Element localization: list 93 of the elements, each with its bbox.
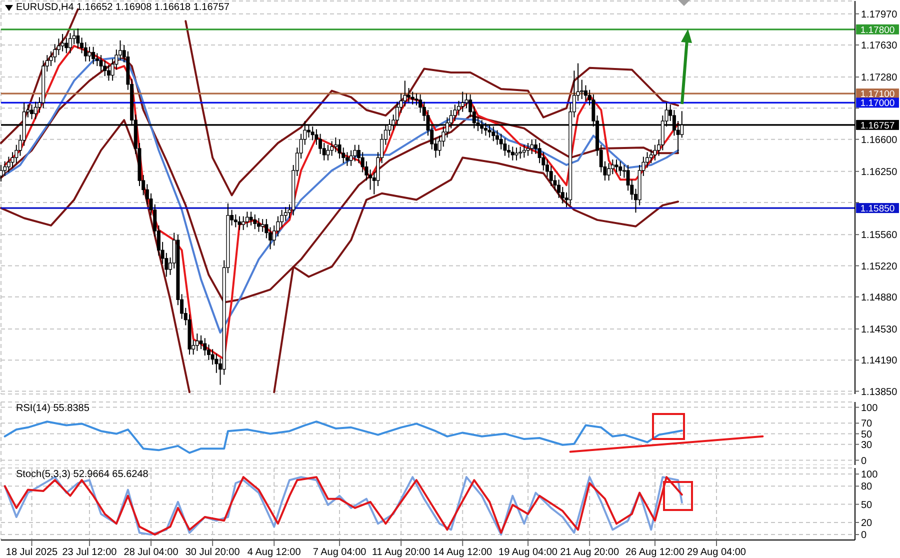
candlestick xyxy=(530,138,534,154)
candlestick xyxy=(460,91,464,112)
x-tick-label: 18 Jul 2025 xyxy=(6,547,58,558)
y-tick-label: 80 xyxy=(861,482,873,493)
x-tick-label: 29 Aug 04:00 xyxy=(687,547,746,558)
candlestick xyxy=(99,54,103,72)
ref-line-label: 1.17100 xyxy=(860,89,895,100)
x-tick-label: 11 Aug 20:00 xyxy=(372,547,431,558)
candlestick xyxy=(30,104,34,120)
candlestick xyxy=(264,218,268,239)
candlestick xyxy=(245,211,249,228)
x-tick-label: 30 Jul 20:00 xyxy=(185,547,240,558)
candlestick xyxy=(514,147,518,161)
chart-title: Stoch(5,3,3) 52.9664 65.6248 xyxy=(16,469,148,480)
candlestick xyxy=(526,142,530,156)
candlestick xyxy=(6,156,10,173)
candlestick xyxy=(607,162,611,182)
candlestick xyxy=(464,93,468,109)
candlestick xyxy=(60,33,64,52)
y-tick-label: 50 xyxy=(861,500,873,511)
candlestick xyxy=(88,46,92,62)
chart-title: RSI(14) 55.8385 xyxy=(16,403,90,414)
candlestick xyxy=(353,144,357,162)
candlestick xyxy=(249,211,253,226)
candlestick xyxy=(410,91,414,106)
candlestick xyxy=(518,146,522,160)
y-tick-label: 0 xyxy=(861,530,867,542)
candlestick xyxy=(649,148,653,164)
x-tick-label: 7 Aug 04:00 xyxy=(312,547,367,558)
ref-line-label: 1.15850 xyxy=(860,204,895,215)
candlestick xyxy=(503,138,507,156)
x-tick-label: 4 Aug 12:00 xyxy=(247,547,302,558)
y-tick-label: 100 xyxy=(861,402,878,414)
chart-title: EURUSD,H4 1.16652 1.16908 1.16618 1.16757 xyxy=(16,2,230,13)
y-tick-label: 1.14190 xyxy=(861,356,898,367)
y-tick-label: 1.14880 xyxy=(861,292,898,304)
y-tick-label: 100 xyxy=(861,470,878,481)
candlestick xyxy=(407,88,411,104)
candlestick xyxy=(260,218,264,232)
ref-line-label: 1.17800 xyxy=(860,24,895,36)
x-tick-label: 26 Aug 12:00 xyxy=(625,547,685,558)
candlestick xyxy=(338,138,342,160)
candlestick xyxy=(510,146,514,161)
candlestick xyxy=(334,136,338,153)
candlestick xyxy=(214,353,218,374)
candlestick xyxy=(614,158,618,173)
ref-line-label: 1.17000 xyxy=(860,98,895,110)
y-tick-label: 50 xyxy=(861,429,873,440)
x-tick-label: 19 Aug 04:00 xyxy=(498,547,558,558)
candlestick xyxy=(76,28,80,50)
candlestick xyxy=(522,144,526,158)
candlestick xyxy=(618,160,622,176)
candlestick xyxy=(203,338,207,356)
y-tick-label: 1.16250 xyxy=(861,166,898,178)
y-tick-label: 1.17970 xyxy=(861,9,898,20)
candlestick xyxy=(653,144,657,161)
candlestick xyxy=(330,140,334,156)
candlestick xyxy=(495,130,499,146)
candlestick xyxy=(92,46,96,65)
y-tick-label: 1.14530 xyxy=(861,324,898,336)
candlestick xyxy=(68,32,72,54)
candlestick xyxy=(314,128,318,146)
candlestick xyxy=(34,101,38,120)
y-tick-label: 30 xyxy=(861,440,873,451)
line-series xyxy=(0,119,190,394)
candlestick xyxy=(326,144,330,161)
y-tick-label: 70 xyxy=(861,418,873,430)
y-tick-label: 1.17630 xyxy=(861,40,898,52)
y-tick-label: 1.16600 xyxy=(861,134,898,146)
y-tick-label: 1.13850 xyxy=(861,386,898,398)
y-tick-label: 20 xyxy=(861,518,873,530)
candlestick xyxy=(256,218,260,232)
line-series xyxy=(184,20,680,196)
x-tick-label: 21 Aug 20:00 xyxy=(560,547,620,558)
candlestick xyxy=(253,214,257,230)
x-tick-label: 28 Jul 04:00 xyxy=(124,547,179,558)
candlestick xyxy=(345,152,349,166)
y-tick-label: 1.17280 xyxy=(861,72,898,84)
x-tick-label: 23 Jul 12:00 xyxy=(62,547,118,558)
y-tick-label: 1.15220 xyxy=(861,261,898,272)
candlestick xyxy=(195,333,199,352)
y-tick-label: 0 xyxy=(861,456,867,467)
candlestick xyxy=(414,93,418,106)
candlestick xyxy=(242,216,246,231)
ref-line-label: 1.16757 xyxy=(860,120,895,132)
x-tick-label: 14 Aug 12:00 xyxy=(433,547,493,558)
candlestick xyxy=(234,214,238,228)
y-tick-label: 1.15560 xyxy=(861,230,898,242)
candlestick xyxy=(72,30,76,45)
candlestick xyxy=(64,37,68,54)
candlestick xyxy=(106,64,110,82)
candlestick xyxy=(84,42,88,62)
candlestick xyxy=(238,216,242,231)
